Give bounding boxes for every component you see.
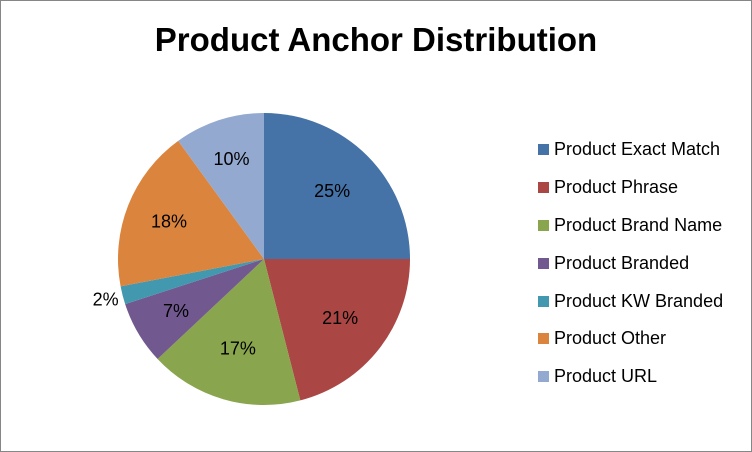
legend-label: Product URL [554,366,658,387]
data-label-product-exact-match: 25% [314,181,350,201]
legend-swatch [538,371,549,383]
data-label-product-other: 18% [151,211,187,231]
legend-swatch [538,333,549,345]
legend-label: Product Branded [554,252,690,273]
pie-slice-product-other [117,140,264,287]
legend-swatch [538,144,549,156]
pie-slice-product-branded [125,259,264,359]
legend-item-product-url: Product URL [538,358,723,396]
data-label-product-kw-branded: 2% [93,290,119,310]
pie-data-labels: 25% 21% 17% 7% 2% 18% 10% [93,149,359,359]
legend-item-product-phrase: Product Phrase [538,169,723,207]
legend-swatch [538,295,549,307]
chart-title: Product Anchor Distribution [154,21,598,58]
legend-swatch [538,182,549,194]
pie-slice-product-exact-match [264,113,410,259]
legend-label: Product Other [554,328,667,349]
pie-slice-product-phrase [264,259,411,401]
pie-slice-product-url [178,113,264,259]
legend-item-product-kw-branded: Product KW Branded [538,282,723,320]
legend-item-product-other: Product Other [538,320,723,358]
legend: Product Exact Match Product Phrase Product… [538,131,723,396]
legend-swatch [538,257,549,269]
pie-slice-product-kw-branded [120,259,264,305]
legend-label: Product Phrase [554,177,679,198]
legend-label: Product Brand Name [554,214,723,235]
legend-swatch [538,219,549,231]
pie-slices [117,113,411,406]
legend-label: Product Exact Match [554,139,721,160]
legend-label: Product KW Branded [554,290,724,311]
data-label-product-phrase: 21% [322,308,358,328]
data-label-product-url: 10% [214,149,250,169]
legend-item-product-exact-match: Product Exact Match [538,131,723,169]
data-label-product-brand-name: 17% [220,339,256,359]
legend-item-product-brand-name: Product Brand Name [538,207,723,245]
data-label-product-branded: 7% [163,301,189,321]
legend-item-product-branded: Product Branded [538,244,723,282]
pie-slice-product-brand-name [157,259,301,406]
